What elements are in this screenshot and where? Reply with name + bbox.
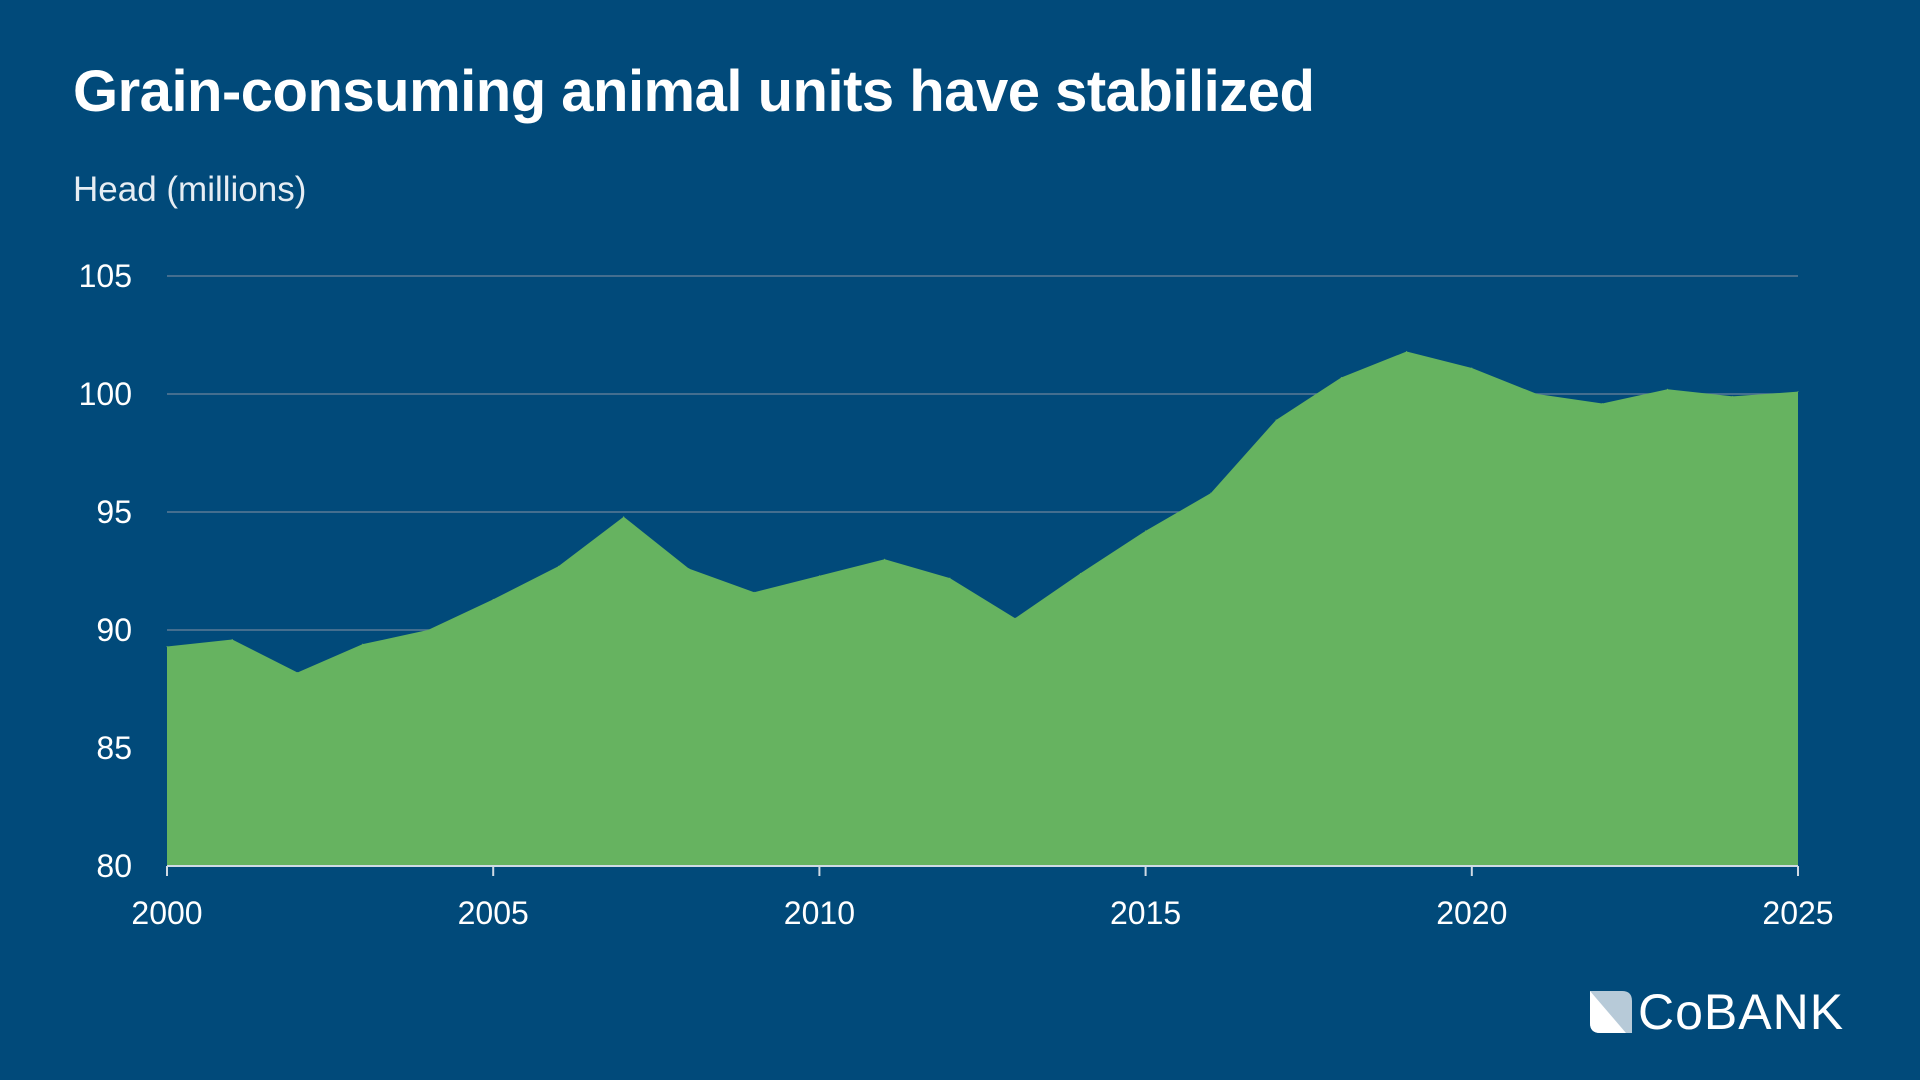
x-tick-label: 2000: [131, 895, 202, 931]
data-point: [231, 638, 233, 640]
y-tick-label: 90: [96, 612, 132, 648]
area-series: [167, 351, 1798, 866]
data-point: [949, 577, 951, 579]
data-point: [1275, 419, 1277, 421]
data-point: [1797, 391, 1799, 393]
logo-text: CoBANK: [1638, 984, 1845, 1040]
x-tick-label: 2020: [1436, 895, 1507, 931]
x-tick-label: 2005: [458, 895, 529, 931]
y-tick-label: 95: [96, 494, 132, 530]
x-tick-label: 2015: [1110, 895, 1181, 931]
data-point: [492, 598, 494, 600]
data-point: [362, 643, 364, 645]
data-point: [1210, 492, 1212, 494]
x-tick-label: 2025: [1762, 895, 1833, 931]
data-point: [623, 516, 625, 518]
data-point: [1340, 376, 1342, 378]
y-tick-label: 100: [79, 376, 132, 412]
x-tick-label: 2010: [784, 895, 855, 931]
data-point: [753, 591, 755, 593]
data-point: [1601, 402, 1603, 404]
data-point: [557, 565, 559, 567]
data-point: [1471, 367, 1473, 369]
data-point: [884, 558, 886, 560]
chart-title: Grain-consuming animal units have stabil…: [73, 59, 1315, 124]
data-point: [818, 575, 820, 577]
data-point: [1667, 388, 1669, 390]
cobank-logo: CoBANK: [1590, 983, 1844, 1041]
y-tick-label: 80: [96, 848, 132, 884]
data-point: [688, 568, 690, 570]
cobank-logo-icon: [1590, 991, 1632, 1033]
y-tick-label: 85: [96, 730, 132, 766]
data-point: [1145, 530, 1147, 532]
data-point: [1536, 393, 1538, 395]
data-point: [296, 671, 298, 673]
data-point: [166, 646, 168, 648]
data-point: [1406, 351, 1408, 353]
data-point: [427, 629, 429, 631]
y-tick-label: 105: [79, 258, 132, 294]
data-point: [1079, 572, 1081, 574]
data-point: [1014, 617, 1016, 619]
data-point: [1732, 395, 1734, 397]
y-axis-label: Head (millions): [73, 170, 307, 209]
